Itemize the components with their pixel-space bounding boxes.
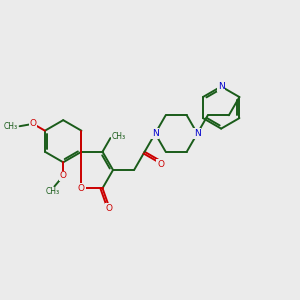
Text: O: O — [78, 184, 85, 193]
Text: O: O — [30, 119, 37, 128]
Text: O: O — [157, 160, 164, 169]
Text: N: N — [152, 129, 158, 138]
Text: O: O — [60, 172, 67, 181]
Text: CH₃: CH₃ — [46, 187, 60, 196]
Text: N: N — [218, 82, 224, 91]
Text: N: N — [194, 129, 201, 138]
Text: CH₃: CH₃ — [112, 132, 126, 141]
Text: CH₃: CH₃ — [3, 122, 17, 131]
Text: O: O — [106, 204, 113, 213]
